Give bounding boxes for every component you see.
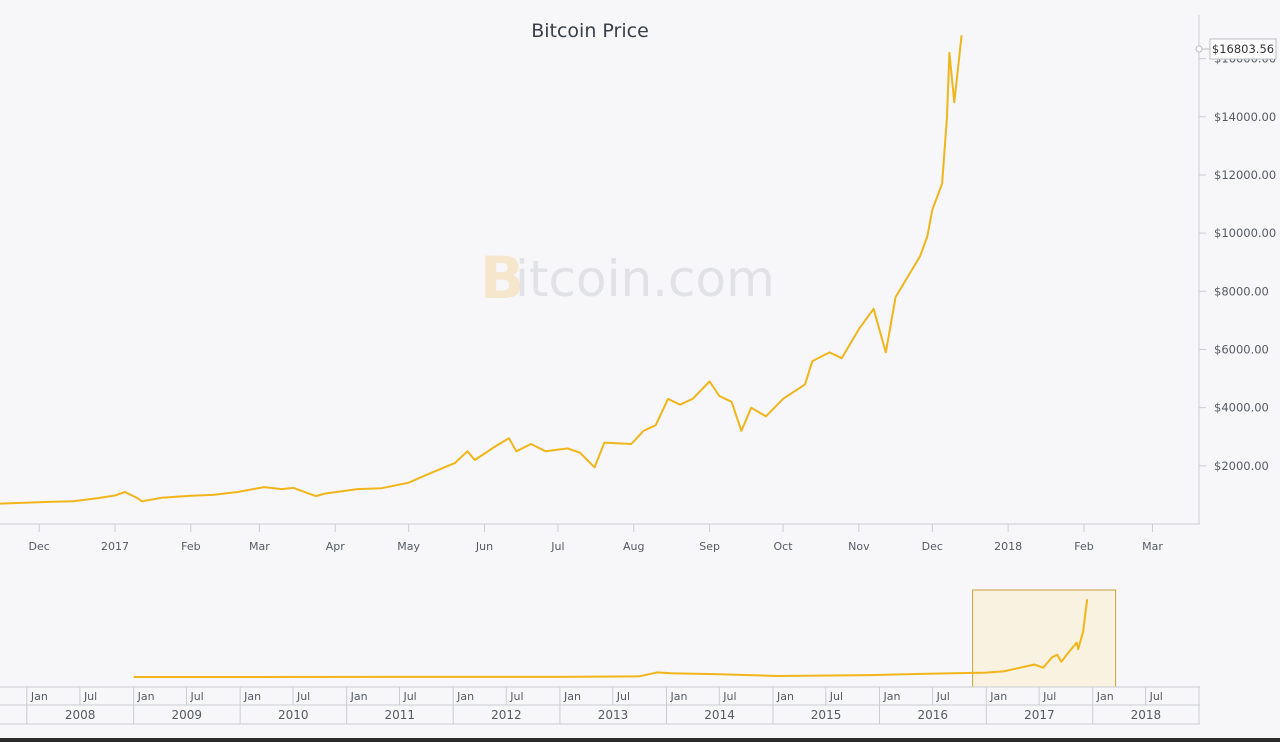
x-tick-label: 2018 (994, 540, 1022, 553)
x-tick-label: Feb (1074, 540, 1093, 553)
navigator-month-label: Jan (563, 690, 581, 703)
navigator-year-label: 2013 (598, 708, 629, 722)
navigator-month-label: Jan (1096, 690, 1114, 703)
navigator-year-label: 2018 (1131, 708, 1162, 722)
navigator-month-label: Jan (669, 690, 687, 703)
y-tick-label: $8000.00 (1214, 284, 1269, 298)
navigator-month-label: Jul (1149, 690, 1163, 703)
x-tick-label: May (397, 540, 420, 553)
navigator-month-label: Jul (1042, 690, 1056, 703)
x-tick-label: Jun (475, 540, 493, 553)
main-plot-area[interactable]: $2000.00 $4000.00 $6000.00 $8000.00 $10000.0… (0, 15, 1277, 553)
navigator-month-label: Jan (137, 690, 155, 703)
navigator-year-label: 2009 (171, 708, 202, 722)
current-price-box (1209, 38, 1277, 60)
y-axis-ticks: $2000.00 $4000.00 $6000.00 $8000.00 $10000.0… (1199, 52, 1276, 473)
x-tick-label: Apr (326, 540, 346, 553)
navigator-month-label: Jul (189, 690, 203, 703)
navigator-month-label: Jan (30, 690, 48, 703)
y-tick-label: $12000.00 (1214, 168, 1276, 182)
navigator-month-label: Jul (722, 690, 736, 703)
navigator[interactable]: Jan Jul Jan Jul Jan Jul Jan Jul Jan Jul Jan Jul Jan J… (0, 589, 1200, 725)
x-axis-ticks: Dec 2017 Feb Mar Apr May Jun Jul Aug Sep Oct Nov Dec… (29, 524, 1163, 553)
y-tick-label: $6000.00 (1214, 342, 1269, 356)
navigator-month-label: Jan (456, 690, 474, 703)
y-tick-label: $10000.00 (1214, 226, 1276, 240)
navigator-month-label: Jan (776, 690, 794, 703)
navigator-year-label: 2015 (811, 708, 842, 722)
x-tick-label: Mar (1142, 540, 1163, 553)
y-tick-label: $4000.00 (1214, 401, 1269, 415)
navigator-selection[interactable] (972, 589, 1117, 688)
navigator-month-label: Jul (402, 690, 416, 703)
navigator-month-label: Jul (829, 690, 843, 703)
current-price-label: $16803.56 (1212, 42, 1274, 56)
watermark: B itcoin.com (480, 244, 775, 312)
navigator-year-label: 2016 (917, 708, 948, 722)
navigator-year-label: 2008 (65, 708, 96, 722)
navigator-year-label: 2017 (1024, 708, 1055, 722)
navigator-year-labels: 2008 2009 2010 2011 2012 2013 2014 2015 2016 2017… (65, 708, 1161, 722)
navigator-year-label: 2011 (384, 708, 415, 722)
navigator-month-label: Jan (243, 690, 261, 703)
navigator-month-label: Jan (882, 690, 900, 703)
current-price-dot (1195, 45, 1203, 53)
x-tick-label: Jul (550, 540, 564, 553)
navigator-month-label: Jul (83, 690, 97, 703)
x-tick-label: Feb (181, 540, 200, 553)
y-tick-label: $2000.00 (1214, 459, 1269, 473)
price-series-line[interactable] (0, 35, 963, 505)
x-tick-label: Aug (623, 540, 644, 553)
navigator-month-label: Jan (989, 690, 1007, 703)
navigator-series-line (133, 599, 1089, 678)
x-tick-label: Dec (922, 540, 943, 553)
navigator-year-label: 2010 (278, 708, 309, 722)
navigator-month-label: Jul (296, 690, 310, 703)
x-tick-label: Oct (774, 540, 794, 553)
x-tick-label: Dec (29, 540, 50, 553)
chart-title: Bitcoin Price (531, 20, 649, 42)
y-tick-label: $14000.00 (1214, 110, 1276, 124)
x-tick-label: Mar (249, 540, 270, 553)
x-tick-label: 2017 (101, 540, 129, 553)
navigator-month-ticks: Jan Jul Jan Jul Jan Jul Jan Jul Jan Jul Jan Jul Jan J… (26, 687, 1163, 724)
x-tick-label: Sep (699, 540, 720, 553)
navigator-month-label: Jul (616, 690, 630, 703)
window-bottom-edge (0, 738, 1280, 742)
x-tick-label: Nov (848, 540, 870, 553)
navigator-month-label: Jul (509, 690, 523, 703)
navigator-year-label: 2012 (491, 708, 522, 722)
current-price-marker: $16803.56 (1195, 38, 1277, 60)
navigator-month-label: Jan (350, 690, 368, 703)
watermark-initial: B (480, 244, 524, 312)
navigator-year-label: 2014 (704, 708, 735, 722)
navigator-month-label: Jul (936, 690, 950, 703)
watermark-text: itcoin.com (515, 250, 775, 308)
